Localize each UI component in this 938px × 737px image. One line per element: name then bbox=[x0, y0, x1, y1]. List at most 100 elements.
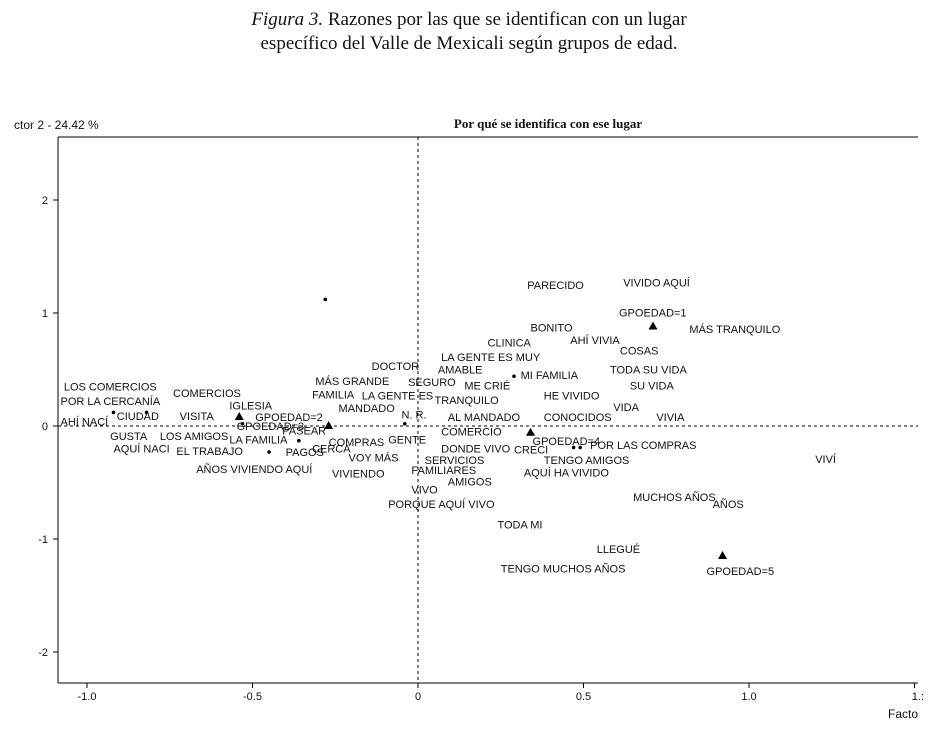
category-point-label: PARECIDO bbox=[527, 280, 584, 292]
category-point-label: VIVIDO AQUÍ bbox=[623, 276, 691, 289]
x-tick-label: 1.0 bbox=[741, 691, 756, 703]
category-point-marker bbox=[297, 438, 301, 443]
category-point-label: COSAS bbox=[620, 345, 659, 357]
category-point-label: COMERCIO bbox=[441, 427, 502, 439]
category-point-label: TODA MI bbox=[497, 519, 542, 531]
category-point-label: TENGO AMIGOS bbox=[544, 455, 630, 467]
category-point-marker bbox=[402, 421, 407, 426]
category-point-label: HE VIVIDO bbox=[544, 390, 600, 402]
category-point-marker bbox=[512, 374, 516, 379]
category-point-label: LOS AMIGOS bbox=[160, 431, 228, 443]
caption-line-1-text: Razones por las que se identifican con u… bbox=[327, 9, 687, 30]
category-point-label: MI FAMILIA bbox=[521, 370, 579, 382]
category-point-label: AMIGOS bbox=[448, 476, 492, 488]
category-point-marker bbox=[267, 450, 271, 454]
category-point-label: ME CRIÉ bbox=[464, 379, 510, 392]
marks-layer bbox=[111, 297, 728, 559]
category-point-marker bbox=[144, 410, 149, 415]
x-tick-label: -1.0 bbox=[78, 691, 97, 703]
age-group-triangle-marker bbox=[718, 550, 728, 559]
age-group-label: GPOEDAD=2 bbox=[255, 412, 323, 424]
x-tick-label: 0 bbox=[415, 691, 421, 703]
category-point-label: CLINICA bbox=[488, 337, 532, 349]
category-point-label: PASEAR bbox=[282, 426, 326, 438]
x-tick-label: -0.5 bbox=[243, 691, 262, 703]
category-point-label: VIVIA bbox=[656, 412, 685, 424]
category-point-label: TODA SU VIDA bbox=[610, 365, 687, 377]
category-point-label: COMERCIOS bbox=[173, 388, 241, 400]
category-point-label: AQUÍ HA VIVIDO bbox=[524, 466, 609, 479]
category-point-label: FAMILIA bbox=[312, 389, 355, 401]
category-point-label: POR LAS COMPRAS bbox=[590, 440, 696, 452]
category-point-marker bbox=[323, 297, 328, 302]
category-point-label: BONITO bbox=[531, 323, 573, 335]
category-point-label: SU VIDA bbox=[630, 380, 675, 392]
category-point-label: LA FAMILIA bbox=[229, 435, 288, 447]
category-point-label: VIDA bbox=[613, 402, 639, 414]
category-point-label: VIVO bbox=[411, 484, 438, 496]
axis-layer: -1.0 -0.5 0 0.5 1.0 1.: 2 1 0 -1 -2 bbox=[38, 195, 924, 703]
category-point-label: GUSTA bbox=[110, 431, 148, 443]
y-tick-label: 0 bbox=[42, 421, 48, 433]
age-group-label: GPOEDAD=3 bbox=[237, 421, 305, 433]
category-point-label: AHÍ NACÍ bbox=[61, 415, 110, 428]
category-point-label: LOS COMERCIOS bbox=[64, 381, 157, 393]
category-point-label: EL TRABAJO bbox=[176, 446, 243, 458]
category-point-label: COMPRAS bbox=[329, 437, 385, 449]
category-point-label: FAMILIARES bbox=[411, 465, 476, 477]
category-point-label: CERCA bbox=[312, 444, 351, 456]
age-group-triangle-marker bbox=[234, 411, 244, 420]
category-point-label: AHÍ VIVIA bbox=[570, 334, 620, 347]
chart-title: Por qué se identifica con ese lugar bbox=[454, 116, 642, 131]
age-group-label: GPOEDAD=5 bbox=[707, 566, 775, 578]
category-point-label: MANDADO bbox=[339, 403, 396, 415]
category-point-label: CIUDAD bbox=[117, 411, 159, 423]
category-point-label: CONOCIDOS bbox=[544, 412, 612, 424]
x-tick-label: 0.5 bbox=[576, 691, 591, 703]
category-point-label: MÁS TRANQUILO bbox=[689, 323, 780, 336]
category-point-label: SERVICIOS bbox=[425, 455, 485, 467]
category-point-marker bbox=[571, 445, 576, 450]
y-tick-label: -2 bbox=[38, 647, 48, 659]
caption-line-2: específico del Valle de Mexicali según g… bbox=[260, 33, 678, 54]
category-point-label: AQUÍ NACI bbox=[113, 443, 169, 456]
category-point-label: SEGURO bbox=[408, 377, 456, 389]
category-point-label: TRANQUILO bbox=[435, 395, 500, 407]
category-point-label: MÁS GRANDE bbox=[315, 375, 389, 388]
category-point-marker bbox=[578, 445, 582, 450]
category-point-marker bbox=[111, 410, 116, 415]
category-point-label: TENGO MUCHOS AÑOS bbox=[501, 562, 626, 575]
age-group-label: GPOEDAD=4 bbox=[533, 436, 601, 448]
category-point-label: AMABLE bbox=[438, 365, 483, 377]
x-tick-label: 1.: bbox=[912, 691, 924, 703]
x-axis-label: Facto bbox=[888, 707, 918, 721]
category-point-label: DOCTOR bbox=[372, 361, 420, 373]
category-point-label: CRECI bbox=[514, 445, 548, 457]
age-group-triangle-marker bbox=[324, 421, 334, 429]
category-point-label: GENTE bbox=[388, 435, 426, 447]
caption-line-1: Figura 3. Razones por las que se identif… bbox=[0, 8, 938, 32]
category-point-label: LA GENTE ES MUY bbox=[441, 352, 541, 364]
category-point-label: DONDE VIVO bbox=[441, 444, 511, 456]
category-point-label: VISITA bbox=[180, 411, 215, 423]
category-point-label: AL MANDADO bbox=[448, 412, 521, 424]
plot-frame-layer bbox=[57, 136, 918, 684]
category-point-label: IGLESIA bbox=[229, 401, 272, 413]
category-point-label: VIVÍ bbox=[815, 453, 837, 466]
category-point-marker bbox=[240, 421, 245, 426]
y-tick-label: 1 bbox=[42, 308, 48, 320]
category-point-label: VOY MÁS bbox=[348, 452, 398, 465]
age-group-triangle-marker bbox=[526, 427, 536, 436]
caption-figure-label: Figura 3. bbox=[251, 9, 324, 30]
age-group-label: GPOEDAD=1 bbox=[619, 308, 687, 320]
labels-layer: Por qué se identifica con ese lugar ctor … bbox=[14, 116, 918, 721]
figure-caption: Figura 3. Razones por las que se identif… bbox=[0, 8, 938, 56]
category-point-label: VIVIENDO bbox=[332, 468, 385, 480]
category-point-label: POR LA CERCANÍA bbox=[61, 395, 161, 408]
category-point-label: N. R. bbox=[401, 410, 426, 422]
category-point-label: AÑOS VIVIENDO AQUÍ bbox=[196, 463, 313, 476]
category-point-label: LLEGUÉ bbox=[597, 543, 640, 556]
age-group-triangle-marker bbox=[648, 321, 658, 330]
y-tick-label: 2 bbox=[42, 195, 48, 207]
